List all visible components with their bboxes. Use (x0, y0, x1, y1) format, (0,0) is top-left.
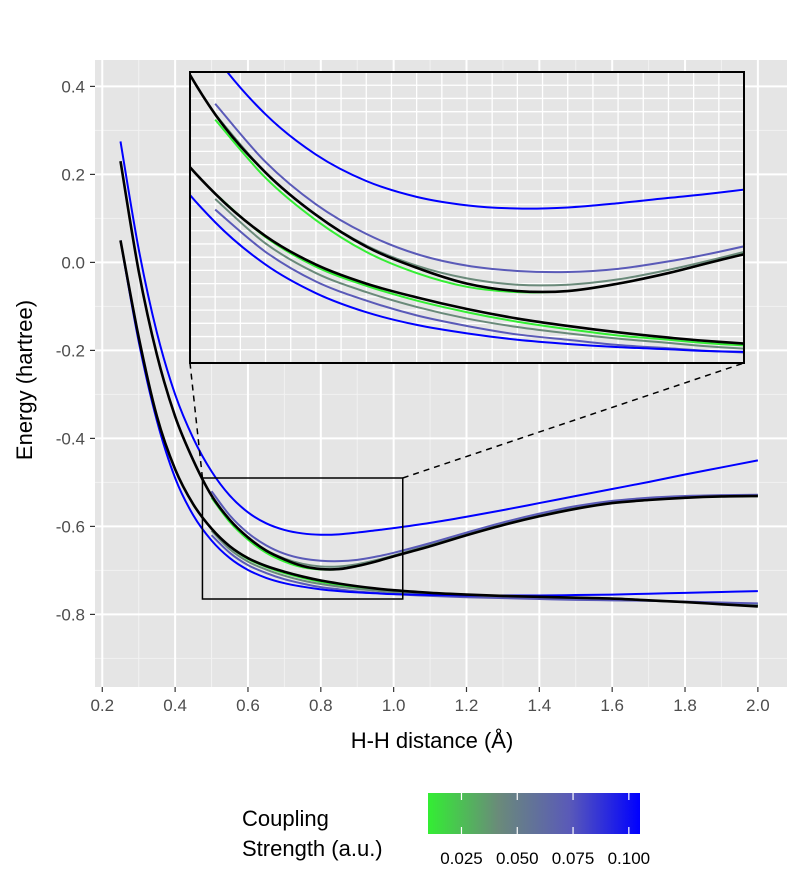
x-axis-ticks: 0.2 0.4 0.6 0.8 1.0 1.2 1.4 1.6 1.8 2.0 (90, 687, 770, 715)
y-axis-ticks: 0.4 0.2 0.0 -0.2 -0.4 -0.6 -0.8 (56, 77, 95, 624)
x-axis-title: H-H distance (Å) (351, 728, 514, 753)
zoom-connector-right (402, 362, 745, 479)
y-tick-label: -0.8 (56, 605, 85, 624)
zoom-region-box (201, 477, 404, 600)
series-line (210, 490, 758, 563)
series-line (119, 160, 758, 571)
series-line (226, 72, 744, 210)
series-line (190, 193, 744, 353)
x-tick-label: 1.6 (600, 696, 624, 715)
y-tick-label: -0.4 (56, 429, 85, 448)
legend-tick-label: 0.075 (552, 849, 595, 868)
zoom-connector-left (189, 362, 204, 479)
x-tick-label: 1.4 (528, 696, 552, 715)
series-line (214, 208, 744, 354)
x-tick-label: 2.0 (746, 696, 770, 715)
inset-border (189, 71, 745, 364)
series-line (119, 141, 759, 536)
x-tick-label: 0.6 (236, 696, 260, 715)
legend-tick-label: 0.050 (496, 849, 539, 868)
x-tick-label: 1.8 (673, 696, 697, 715)
legend-title-line-2: Strength (a.u.) (242, 836, 383, 861)
legend-tick-label: 0.025 (440, 849, 483, 868)
series-line (190, 165, 744, 345)
legend-colorbar (428, 793, 640, 834)
series-line (214, 103, 744, 274)
legend-tick-label: 0.100 (608, 849, 651, 868)
y-tick-label: 0.0 (61, 253, 85, 272)
x-tick-label: 0.4 (163, 696, 187, 715)
y-axis-title: Energy (hartree) (12, 300, 37, 460)
series-line (190, 72, 744, 294)
y-tick-label: -0.2 (56, 341, 85, 360)
series-line (119, 240, 758, 608)
series-line (214, 192, 744, 347)
x-tick-label: 0.8 (309, 696, 333, 715)
color-legend: Coupling Strength (a.u.) 0.025 0.050 0.075… (242, 793, 650, 868)
x-tick-label: 1.0 (382, 696, 406, 715)
series-line (214, 198, 744, 350)
y-tick-label: 0.2 (61, 165, 85, 184)
series-line (119, 240, 758, 597)
series-line (214, 113, 744, 287)
legend-title-line-1: Coupling (242, 806, 329, 831)
x-tick-label: 0.2 (90, 696, 114, 715)
y-tick-label: -0.6 (56, 517, 85, 536)
x-tick-label: 1.2 (455, 696, 479, 715)
y-tick-label: 0.4 (61, 77, 85, 96)
zoom-inset (189, 71, 745, 479)
series-line (214, 118, 744, 294)
legend-tick-labels: 0.025 0.050 0.075 0.100 (440, 793, 650, 868)
